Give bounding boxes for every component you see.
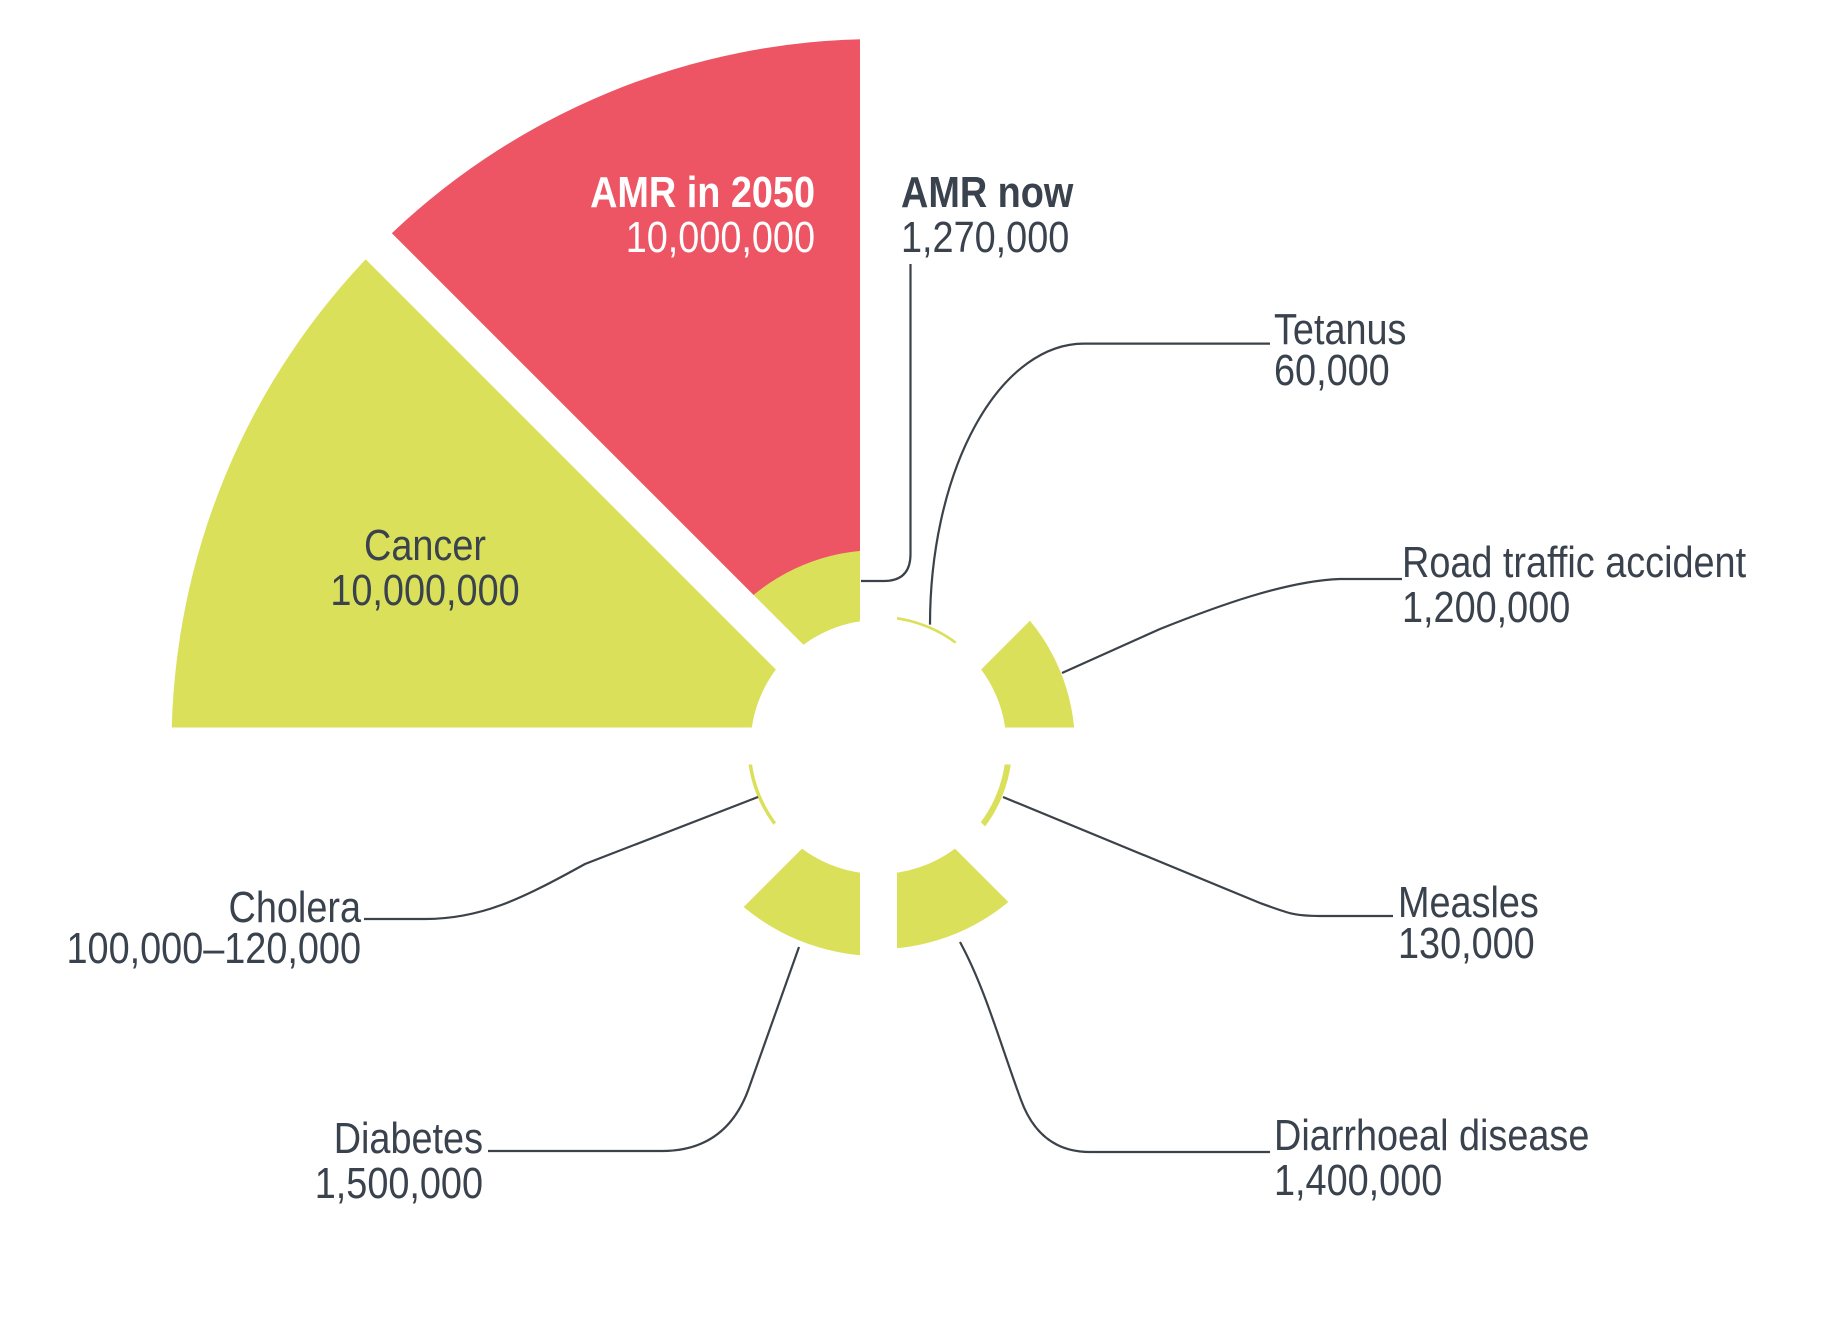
svg-text:AMR now: AMR now bbox=[901, 167, 1073, 216]
svg-text:1,400,000: 1,400,000 bbox=[1274, 1155, 1442, 1204]
svg-text:10,000,000: 10,000,000 bbox=[330, 565, 519, 614]
svg-text:1,270,000: 1,270,000 bbox=[901, 212, 1069, 261]
svg-text:100,000–120,000: 100,000–120,000 bbox=[67, 923, 361, 972]
svg-text:Road traffic accident: Road traffic accident bbox=[1402, 537, 1747, 586]
svg-text:130,000: 130,000 bbox=[1398, 918, 1535, 967]
svg-text:Measles: Measles bbox=[1398, 877, 1539, 926]
svg-text:Diabetes: Diabetes bbox=[334, 1113, 483, 1162]
svg-text:Cancer: Cancer bbox=[364, 520, 486, 569]
svg-text:Tetanus: Tetanus bbox=[1274, 304, 1406, 353]
svg-text:1,500,000: 1,500,000 bbox=[315, 1158, 483, 1207]
svg-text:10,000,000: 10,000,000 bbox=[626, 212, 815, 261]
svg-text:Diarrhoeal disease: Diarrhoeal disease bbox=[1274, 1110, 1589, 1159]
svg-text:Cholera: Cholera bbox=[229, 882, 362, 931]
svg-text:1,200,000: 1,200,000 bbox=[1402, 582, 1570, 631]
svg-text:AMR in 2050: AMR in 2050 bbox=[590, 167, 815, 216]
svg-text:60,000: 60,000 bbox=[1274, 345, 1390, 394]
